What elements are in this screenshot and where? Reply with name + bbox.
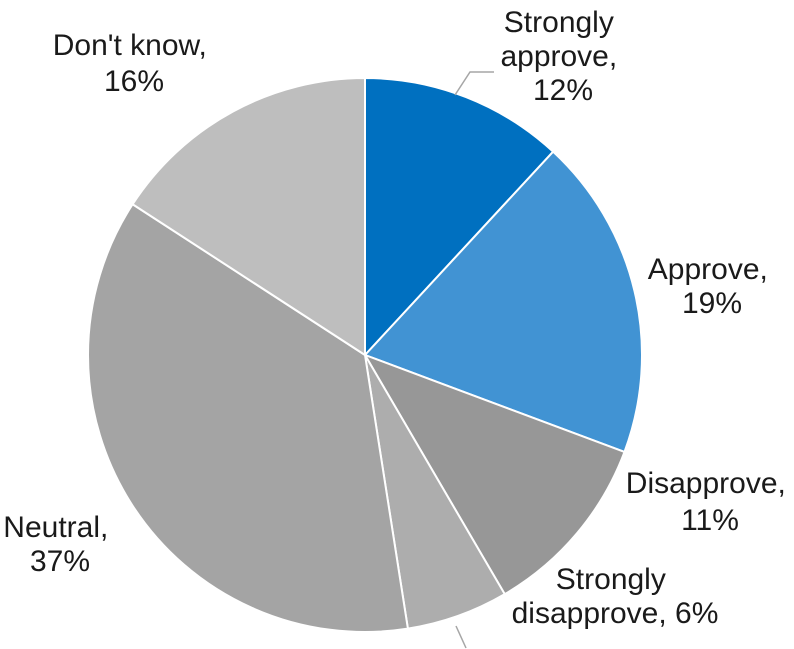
slice-disapprove	[364, 354, 626, 596]
label-neutral: Neutral, 37%	[3, 511, 116, 578]
slice-labels: Strongly approve, 12% Approve, 19% Disap…	[3, 6, 794, 630]
slice-neutral	[87, 203, 409, 633]
slice-approve	[364, 150, 643, 453]
slice-don-t-know	[131, 77, 366, 356]
leader-strongly-approve	[454, 71, 494, 96]
slice-strongly-approve	[364, 77, 555, 356]
label-disapprove: Disapprove, 11%	[626, 467, 794, 537]
pie-slices	[87, 77, 643, 633]
leader-lines	[454, 71, 494, 649]
label-dont-know: Don't know, 16%	[53, 29, 216, 98]
label-strongly-disapprove: Strongly disapprove, 6%	[512, 563, 719, 630]
label-strongly-approve: Strongly approve, 12%	[500, 6, 625, 107]
leader-strongly-disapprove	[455, 625, 467, 649]
label-approve: Approve, 19%	[648, 253, 776, 320]
